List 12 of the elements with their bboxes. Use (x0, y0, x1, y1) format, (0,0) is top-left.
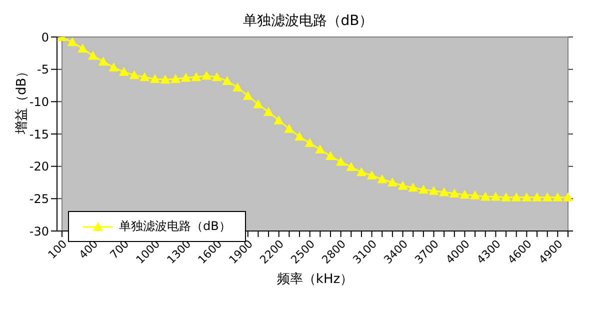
y-tick-label: -30 (29, 224, 49, 238)
x-axis-title: 频率（kHz） (276, 271, 354, 287)
legend-label: 单独滤波电路（dB） (119, 218, 231, 235)
y-tick-label: -5 (37, 62, 49, 77)
y-tick-label: -25 (29, 192, 49, 206)
x-tick-label: 100 (46, 237, 70, 262)
chart-title: 单独滤波电路（dB） (242, 12, 374, 30)
y-tick-label: 0 (41, 30, 49, 44)
y-axis-title: 增益（dB） (14, 64, 30, 135)
y-tick-label: -10 (29, 94, 49, 109)
y-tick-label: -15 (29, 127, 49, 142)
y-tick-label: -20 (29, 160, 49, 174)
